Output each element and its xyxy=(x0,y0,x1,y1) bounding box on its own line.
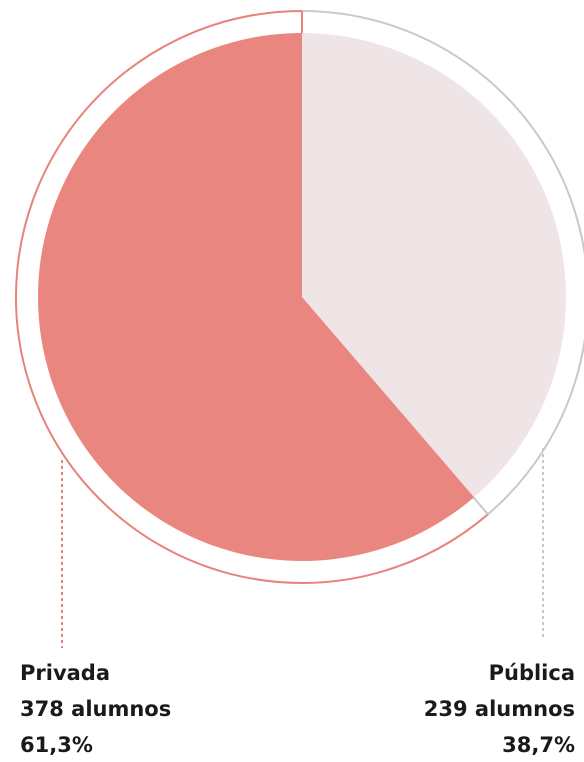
category-label: Privada xyxy=(20,661,110,685)
ring-divider xyxy=(472,496,489,515)
pie-slice xyxy=(38,33,475,561)
value-label: 61,3% xyxy=(20,733,93,757)
count-label: 378 alumnos xyxy=(20,697,171,721)
pie-slice xyxy=(302,33,566,498)
category-label: Pública xyxy=(489,661,575,685)
ring-arc xyxy=(15,10,489,584)
count-label: 239 alumnos xyxy=(424,697,575,721)
ring-arc xyxy=(301,10,584,516)
value-label: 38,7% xyxy=(502,733,575,757)
